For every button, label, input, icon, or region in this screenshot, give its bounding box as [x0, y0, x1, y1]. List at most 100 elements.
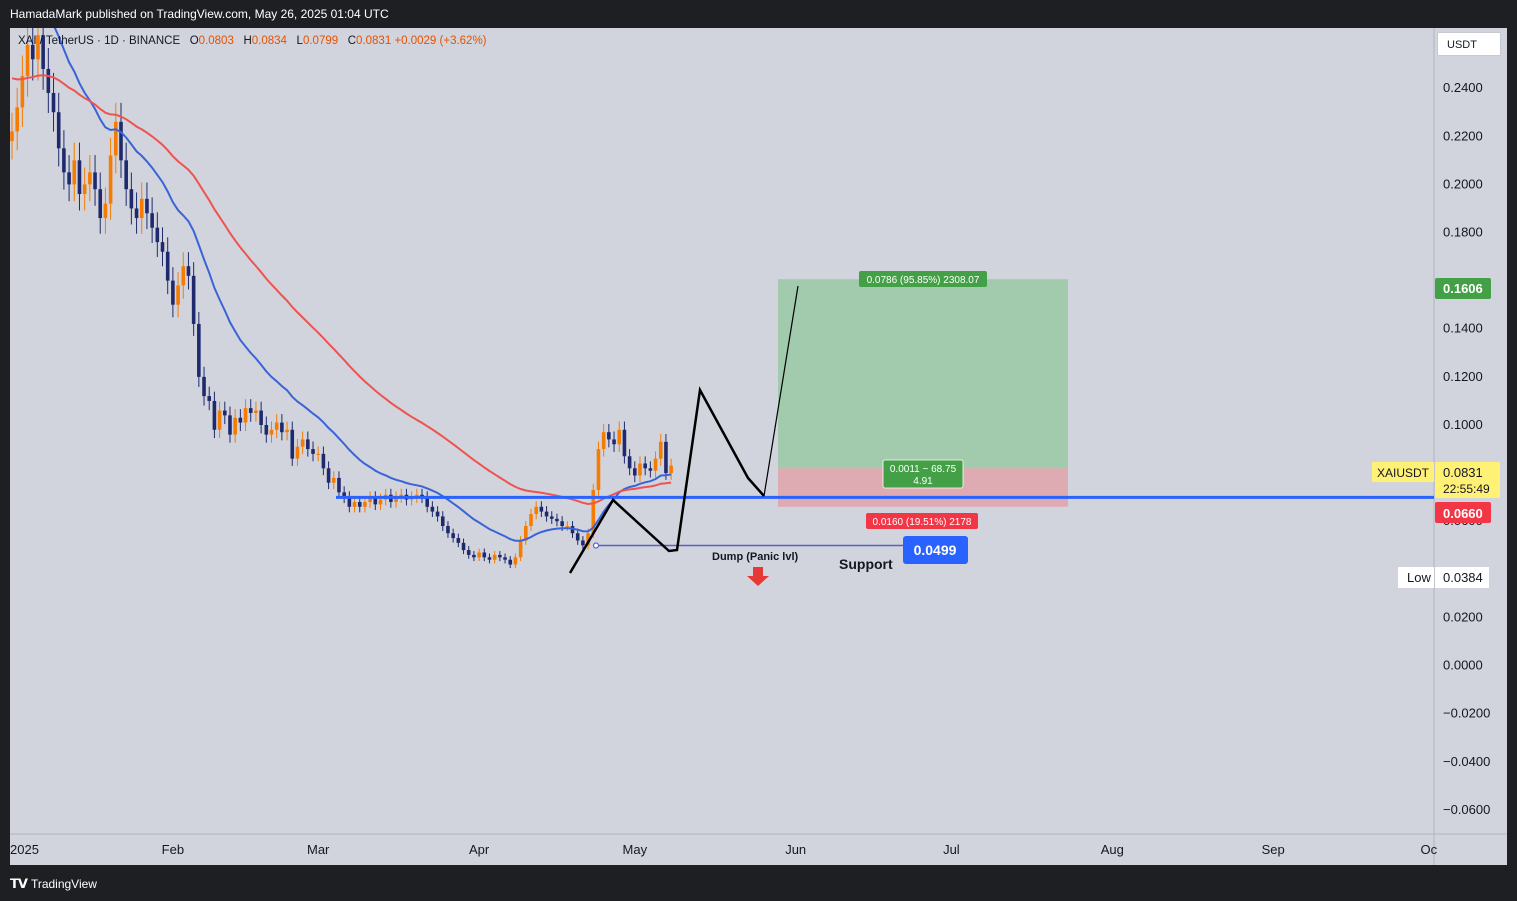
candle-body [347, 497, 352, 507]
low-price-tag [1435, 567, 1489, 588]
dump-label: Dump (Panic lvl) [712, 551, 799, 563]
candle-body [108, 155, 113, 204]
candle-body [222, 410, 227, 416]
target-label-box [859, 271, 987, 287]
current-price-tag[interactable] [1435, 462, 1500, 498]
candle-body [518, 540, 523, 558]
candle-body [186, 266, 191, 276]
change-value: +0.0029 (+3.62%) [394, 35, 487, 47]
symbol-tag-text: XAIUSDT [1377, 466, 1430, 480]
candle-body [25, 44, 30, 77]
candle-body [643, 463, 647, 469]
risk-reward-line-2: 4.91 [913, 476, 933, 487]
price-chart[interactable]: Dump (Panic lvl) Support 0.0499 0.0786 (… [10, 0, 1507, 865]
candles [10, 13, 673, 569]
candle-body [461, 542, 466, 551]
candle-body [622, 429, 627, 457]
target-price-value: 0.1606 [1443, 281, 1483, 296]
price-tick-label: 0.1000 [1443, 417, 1483, 432]
price-tick-label: −0.0600 [1443, 802, 1490, 817]
candle-body [134, 208, 139, 219]
tv-logo-icon: 𝗧𝗩 [10, 876, 28, 891]
candle-body [233, 417, 237, 435]
candle-body [67, 172, 71, 185]
candle-body [394, 497, 398, 502]
candle-body [627, 456, 632, 469]
candle-body [243, 408, 248, 423]
pattern-drawing[interactable] [568, 386, 765, 574]
candle-body [529, 514, 533, 527]
candle-body [524, 526, 528, 541]
candle-body [612, 439, 616, 445]
time-axis-background [10, 834, 1507, 865]
candle-body [316, 453, 321, 455]
support-label: Support [839, 556, 893, 572]
candle-body [440, 516, 445, 527]
open-label: O [189, 35, 199, 47]
time-tick-label: Apr [469, 842, 490, 857]
candle-body [508, 559, 513, 565]
candle-body [446, 526, 450, 534]
target-zone[interactable] [778, 279, 1068, 469]
dump-arrow-icon [747, 567, 769, 586]
candle-body [664, 441, 668, 474]
target-price-tag[interactable] [1435, 278, 1491, 299]
candle-body [103, 203, 108, 219]
candle-body [591, 489, 596, 534]
candle-body [150, 213, 154, 228]
stop-label-box [866, 513, 978, 529]
candle-body [139, 198, 144, 219]
time-tick-label: May [623, 842, 648, 857]
target-label: 0.0786 (95.85%) 2308.07 [867, 275, 980, 286]
candle-body [534, 506, 538, 515]
candle-body [269, 429, 274, 435]
low-label-legend: L [296, 35, 303, 47]
low-price-value: 0.0384 [1443, 570, 1483, 585]
chart-area[interactable]: Dump (Panic lvl) Support 0.0499 0.0786 (… [10, 0, 1507, 865]
candle-body [633, 468, 637, 476]
candle-body [492, 554, 497, 560]
candle-body [601, 432, 606, 450]
candle-body [368, 497, 372, 502]
dump-anchor-dot[interactable] [592, 542, 600, 549]
brand[interactable]: 𝗧𝗩 TradingView [10, 876, 97, 892]
candle-body [638, 463, 642, 476]
candle-body [176, 285, 180, 305]
candle-body [498, 554, 502, 558]
current-price-value: 0.0831 [1443, 465, 1483, 480]
currency-selector[interactable]: USDT [1437, 32, 1501, 56]
open-value: 0.0803 [198, 35, 234, 47]
candle-body [248, 408, 253, 413]
stop-price-value: 0.0660 [1443, 506, 1483, 521]
candle-body [88, 172, 92, 185]
candle-body [254, 410, 258, 413]
candle-body [124, 160, 128, 190]
candle-body [326, 468, 331, 483]
candle-body [586, 533, 590, 546]
candle-body [466, 550, 471, 555]
time-tick-label: Jul [943, 842, 960, 857]
candle-body [581, 540, 585, 546]
candle-body [20, 76, 25, 108]
candle-body [378, 499, 383, 505]
candle-body [155, 227, 160, 243]
candle-body [539, 506, 544, 512]
time-tick-label: Jun [785, 842, 806, 857]
candle-body [56, 112, 61, 149]
candle-body [321, 453, 326, 469]
candle-body [544, 511, 549, 517]
candle-body [503, 557, 507, 560]
low-label: Low [1407, 570, 1431, 585]
stop-price-tag[interactable] [1435, 502, 1491, 523]
candle-body [607, 432, 611, 440]
candle-body [15, 107, 19, 132]
candle-body [217, 410, 222, 430]
symbol-name[interactable]: XAI / TetherUS · 1D · BINANCE [18, 35, 181, 47]
candle-body [513, 557, 518, 565]
candle-body [617, 429, 622, 445]
dump-level-tag[interactable] [903, 536, 968, 564]
dump-level-value: 0.0499 [914, 542, 957, 558]
projection-line[interactable] [763, 285, 799, 497]
low-value: 0.0799 [302, 35, 339, 47]
time-tick-label: Mar [307, 842, 330, 857]
